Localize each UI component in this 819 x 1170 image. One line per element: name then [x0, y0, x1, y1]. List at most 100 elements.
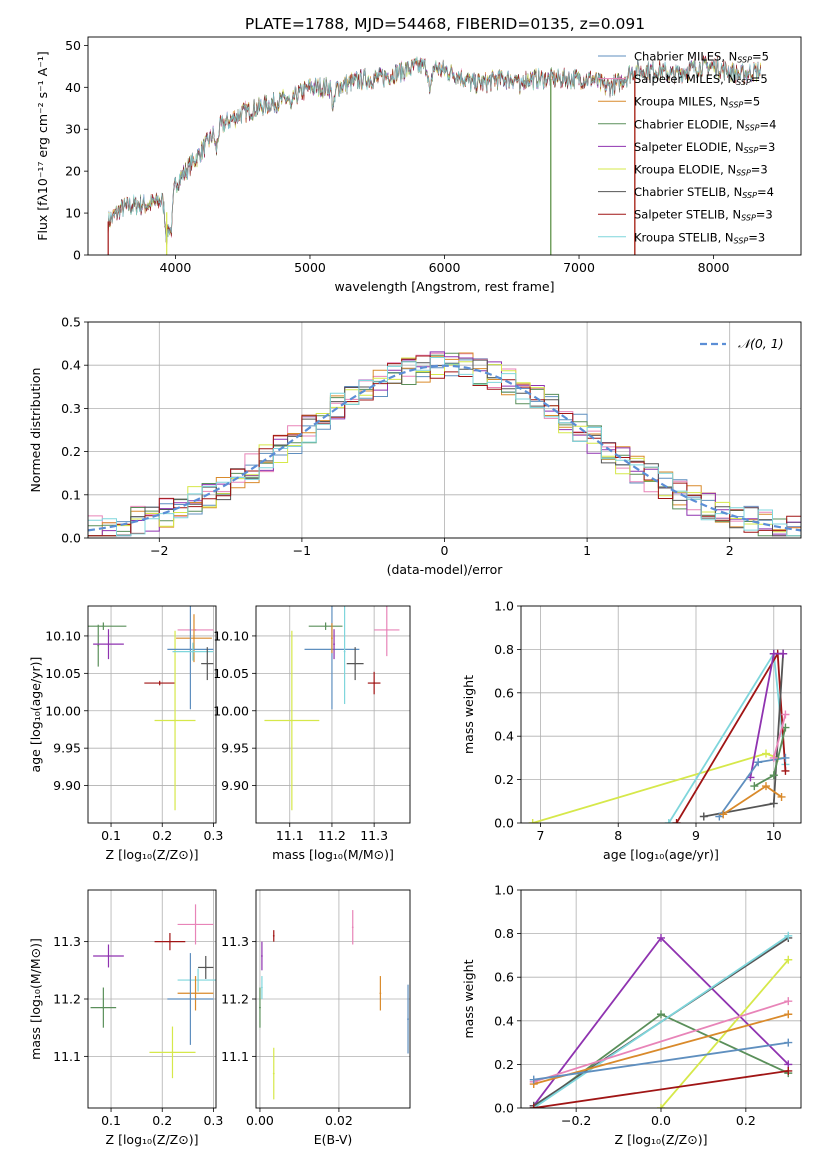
legend-label-sub: SSP: [736, 78, 751, 87]
frame: 11.1 11.2 11.3 9.90 9.95 10.00 10.05 10.10 mass …: [213, 605, 411, 862]
gaussian-curve: [88, 364, 801, 532]
y-tick-label: 9.95: [53, 741, 81, 756]
mass_vs_Z-panel: 0.1 0.2 0.3 11.1 11.2 11.3 Z [log₁₀(Z/Z⊙)] mass…: [28, 889, 223, 1147]
legend-label-tail: =5: [743, 95, 760, 109]
point-1: [97, 644, 100, 647]
legend-label-main: Salpeter MILES, N: [634, 72, 736, 86]
y-axis-label: Normed distribution: [28, 368, 43, 493]
x-tick-label: 0.1: [101, 1113, 121, 1128]
point-0: [290, 719, 293, 722]
x-tick-label: 0.0: [651, 1113, 671, 1128]
point-6: [194, 992, 197, 995]
weight-marker-7-2: [777, 792, 786, 801]
point-5: [204, 966, 207, 969]
x-tick-label: −0.2: [561, 1113, 591, 1128]
legend-label-main: Kroupa STELIB, N: [634, 230, 734, 244]
y-tick-label: 0.2: [61, 444, 81, 459]
figure-title: PLATE=1788, MJD=54468, FIBERID=0135, z=0…: [245, 15, 645, 33]
point-0: [102, 625, 105, 628]
x-tick-label: 7000: [563, 260, 595, 275]
weight-marker-6-1: [784, 1010, 793, 1019]
y-tick-label: 9.95: [221, 741, 249, 756]
axes-frame: [255, 605, 411, 824]
x-tick-label: 8: [614, 828, 622, 843]
point-6: [193, 637, 195, 640]
x-tick-label: 11.2: [318, 828, 346, 843]
y-axis-label: mass weight: [461, 959, 476, 1038]
legend-label-tail: =5: [752, 50, 769, 64]
x-tick-label: 8000: [698, 260, 730, 275]
frame: 4000 5000 6000 7000 8000 0 10 20 30 40 50 wavelengt…: [35, 36, 802, 294]
weight-marker-5-1: [784, 997, 793, 1006]
point-2: [169, 940, 171, 943]
plot-body: [88, 606, 214, 811]
y-tick-label: 10.00: [213, 703, 249, 718]
mass_vs_EBV-panel: 0.00 0.02 11.1 11.2 11.3 E(B-V): [221, 889, 411, 1147]
legend-label-sub: SSP: [736, 169, 751, 178]
legend-label-4: Salpeter ELODIE, NSSP=3: [634, 140, 775, 155]
legend-label-7: Salpeter STELIB, NSSP=3: [634, 208, 773, 223]
weight-marker-2-2: [781, 766, 790, 775]
x-tick-label: 1: [583, 543, 591, 558]
y-tick-label: 11.3: [221, 934, 249, 949]
x-axis-label: Z [log₁₀(Z/Z⊙)]: [615, 1132, 708, 1147]
axes-frame: [87, 605, 217, 824]
x-tick-label: −2: [150, 543, 168, 558]
weight-line-4: [660, 959, 789, 1108]
x-axis-label: E(B-V): [314, 1132, 353, 1147]
y-tick-label: 0.4: [494, 1013, 514, 1028]
plot-body: [528, 649, 790, 823]
point-2: [324, 625, 327, 628]
x-axis-label: Z [log₁₀(Z/Z⊙)]: [106, 1132, 199, 1147]
x-axis-label: age [log₁₀(age/yr)]: [603, 847, 719, 862]
point-2: [107, 643, 110, 646]
y-tick-label: 0.2: [494, 772, 514, 787]
weight-line-3: [533, 935, 789, 1108]
x-axis-label: Z [log₁₀(Z/Z⊙)]: [106, 847, 199, 862]
y-axis-label: Flux [fλ10⁻¹⁷ erg cm⁻² s⁻¹ A⁻¹]: [35, 51, 50, 240]
weight-line-6: [533, 1013, 789, 1085]
y-tick-label: 0.0: [61, 531, 81, 546]
weight-marker-4-0: [657, 1104, 665, 1108]
y-tick-label: 11.2: [53, 992, 81, 1007]
frame: 0.00 0.02 11.1 11.2 11.3 E(B-V): [221, 889, 411, 1147]
weight-marker-8-0: [769, 753, 778, 762]
point-3: [194, 923, 197, 926]
point-1: [259, 1006, 261, 1009]
frame: 0.1 0.2 0.3 11.1 11.2 11.3 Z [log₁₀(Z/Z⊙)] mass…: [28, 889, 223, 1147]
plot-body: [88, 351, 801, 537]
y-tick-label: 30: [65, 122, 81, 137]
weight-marker-7-0: [529, 1075, 538, 1084]
weight-marker-8-1: [781, 710, 790, 719]
weight-marker-4-2: [779, 649, 788, 658]
spectrum-panel: 4000 5000 6000 7000 8000 0 10 20 30 40 50 wavelengt…: [35, 36, 802, 294]
legend-label-sub: SSP: [737, 56, 752, 65]
legend-label-tail: =3: [751, 163, 768, 177]
plot-area: [256, 606, 410, 823]
axes-frame: [255, 889, 411, 1109]
grid: [88, 606, 216, 823]
x-tick-label: 0.1: [101, 828, 121, 843]
weight-marker-1-0: [664, 819, 673, 823]
weight-marker-1-1: [657, 1010, 665, 1019]
legend-label-main: Kroupa MILES, N: [634, 95, 729, 109]
x-tick-label: 11.3: [360, 828, 388, 843]
point-3: [272, 1072, 275, 1075]
legend-label-main: Chabrier ELODIE, N: [634, 117, 745, 131]
weight-marker-0-0: [528, 819, 537, 823]
weight-marker-2-0: [672, 819, 681, 823]
grid: [256, 890, 410, 1108]
x-tick-label: 0.3: [203, 1113, 223, 1128]
point-7: [189, 648, 192, 651]
point-5: [194, 629, 197, 631]
y-tick-label: 11.1: [53, 1049, 81, 1064]
legend-label-sub: SSP: [741, 214, 756, 223]
point-2: [261, 986, 263, 989]
y-tick-label: 1.0: [494, 883, 514, 898]
spectrum-line-8: [107, 56, 761, 245]
legend-label-tail: =4: [757, 185, 774, 199]
point-5: [331, 637, 333, 640]
x-tick-label: 0: [441, 543, 449, 558]
weight-marker-4-1: [784, 955, 793, 964]
x-tick-label: 11.1: [276, 828, 304, 843]
